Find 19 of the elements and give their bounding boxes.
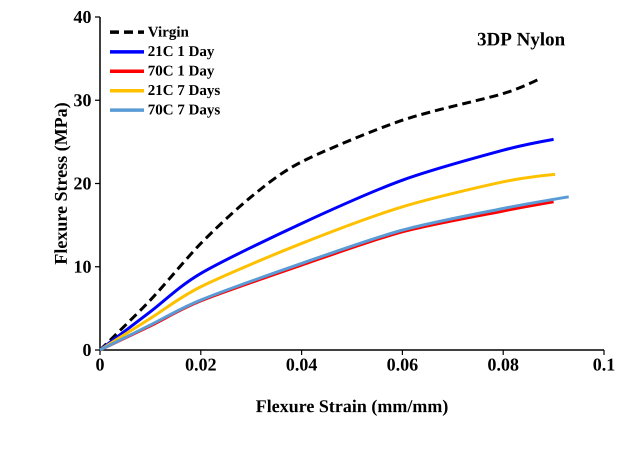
x-tick-label: 0.1 xyxy=(593,358,614,371)
x-tick-label: 0.06 xyxy=(387,358,418,371)
y-tick-label: 10 xyxy=(74,260,91,273)
x-tick-label: 0.04 xyxy=(286,358,318,371)
legend-label: 21C 7 Days xyxy=(148,85,220,98)
x-tick-label: 0.08 xyxy=(488,358,518,371)
legend-label: 21C 1 Day xyxy=(148,46,214,60)
x-tick-label: 0 xyxy=(96,358,104,371)
legend-label: 70C 1 Day xyxy=(148,66,214,79)
legend-label: Virgin xyxy=(148,26,189,40)
y-tick-label: 0 xyxy=(83,344,91,356)
y-tick-label: 30 xyxy=(74,94,91,106)
legend-label: 70C 7 Days xyxy=(148,104,220,118)
annotation: 3DP Nylon xyxy=(478,32,565,50)
x-tick-label: 0.02 xyxy=(186,358,216,371)
x-axis-title: Flexure Strain (mm/mm) xyxy=(256,400,448,416)
y-tick-label: 20 xyxy=(74,177,91,190)
y-tick-label: 40 xyxy=(74,10,91,24)
y-axis-title: Flexure Stress (MPa) xyxy=(54,103,71,264)
